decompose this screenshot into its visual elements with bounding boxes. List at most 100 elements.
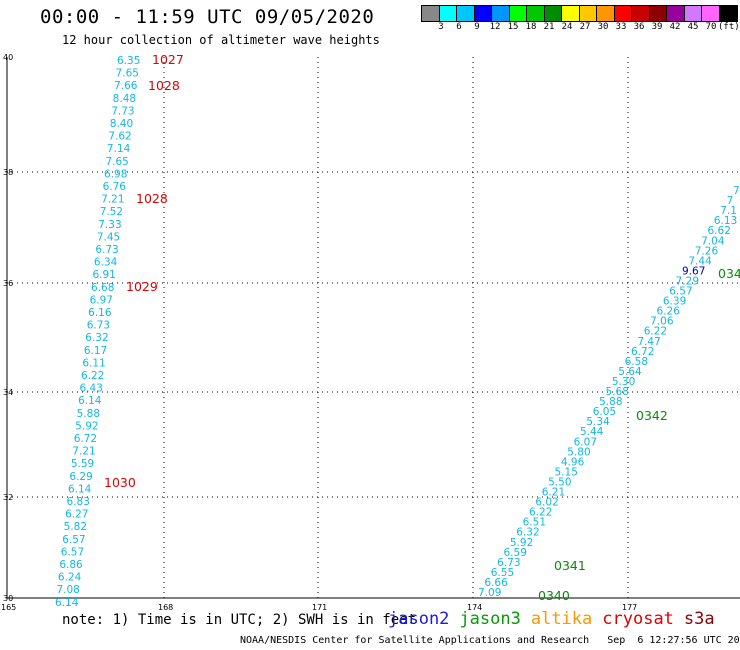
- legend-label: 27: [579, 22, 591, 32]
- pass-time-label: 1028: [136, 191, 168, 206]
- legend-swatch: [492, 6, 510, 21]
- wave-height-value: 5.44: [580, 426, 604, 438]
- legend-swatch: [562, 6, 580, 21]
- wave-height-value: 7.73: [111, 105, 134, 117]
- pass-time-label: 0340: [538, 588, 570, 603]
- legend-swatch: [649, 6, 667, 21]
- page-title: 00:00 - 11:59 UTC 09/05/2020: [40, 6, 375, 28]
- wave-height-value: 6.07: [574, 436, 597, 448]
- wave-height-value: 5.34: [586, 416, 610, 428]
- satellite-name: jason3: [459, 609, 521, 629]
- latitude-label: 34: [3, 388, 13, 397]
- latitude-label: 40: [3, 53, 13, 62]
- wave-height-value: 5.92: [75, 420, 98, 432]
- legend-swatch: [632, 6, 650, 21]
- wave-height-value: 6.68: [91, 282, 114, 294]
- wave-height-value: 6.51: [523, 517, 546, 529]
- wave-height-value: 7.04: [701, 235, 725, 247]
- wave-height-value: 5.82: [64, 521, 87, 533]
- wave-height-value: 6.83: [67, 496, 90, 508]
- legend-swatch: [422, 6, 440, 21]
- latitude-label: 36: [3, 279, 13, 288]
- wave-height-value: 6.73: [87, 320, 110, 332]
- legend-swatch: [667, 6, 685, 21]
- wave-height-value: 6.32: [516, 527, 539, 539]
- wave-height-value: 6.29: [69, 471, 92, 483]
- satellite-name: cryosat: [602, 609, 674, 629]
- wave-height-value: 6.21: [542, 487, 565, 499]
- wave-height-value: 7.09: [478, 587, 501, 599]
- legend-label: 39: [651, 22, 663, 32]
- pass-time-label: 1028: [148, 78, 180, 93]
- wave-height-value: 7.47: [637, 336, 660, 348]
- longitude-label: 165: [1, 603, 16, 612]
- wave-height-value: 7.21: [72, 446, 95, 458]
- wave-height-value: 6.97: [90, 294, 113, 306]
- wave-height-value: 6.59: [504, 547, 527, 559]
- wave-height-value: 7.29: [676, 275, 699, 287]
- wave-height-value: 6.57: [62, 534, 85, 546]
- wave-height-value: 6.39: [663, 296, 686, 308]
- longitude-label: 171: [312, 603, 327, 612]
- wave-height-value: 6.91: [92, 269, 115, 281]
- legend-swatch: [597, 6, 615, 21]
- wave-height-value: 6.16: [88, 307, 112, 319]
- legend-label: 3: [438, 22, 444, 32]
- wave-height-value: 6.86: [59, 559, 83, 571]
- wave-height-value: 8.48: [113, 93, 136, 105]
- wave-height-value: 5.15: [555, 466, 578, 478]
- wave-height-value: 6.98: [104, 168, 127, 180]
- wave-height-value: 6.43: [80, 383, 103, 395]
- wave-height-value: 5.50: [548, 476, 571, 488]
- wave-height-value: 5.80: [567, 446, 590, 458]
- legend-swatch: [684, 6, 702, 21]
- footer-credit: NOAA/NESDIS Center for Satellite Applica…: [240, 635, 740, 646]
- wave-height-value: 6.76: [103, 181, 127, 193]
- wave-height-value: 7: [727, 195, 734, 207]
- wave-height-value: 6.62: [708, 225, 731, 237]
- pass-time-label: 034: [718, 266, 740, 281]
- page-subtitle: 12 hour collection of altimeter wave hei…: [62, 33, 380, 47]
- wave-height-value: 7.06: [650, 316, 674, 328]
- legend-label: 30: [597, 22, 609, 32]
- wave-height-value: 4.96: [561, 456, 585, 468]
- color-legend: [421, 5, 738, 22]
- wave-height-value: 7.66: [114, 80, 138, 92]
- wave-height-value: 6.55: [491, 567, 514, 579]
- wave-height-value: 7: [733, 185, 740, 197]
- wave-height-value: 6.73: [497, 557, 520, 569]
- legend-swatch: [614, 6, 632, 21]
- legend-swatch: [702, 6, 720, 21]
- legend-label: 9: [474, 22, 480, 32]
- longitude-label: 177: [622, 603, 637, 612]
- legend-units: (ft): [718, 22, 740, 32]
- wave-height-value: 9.67: [682, 265, 705, 277]
- wave-height-value: 7.33: [98, 219, 121, 231]
- wave-height-value: 6.58: [625, 356, 648, 368]
- wave-height-value: 6.34: [94, 257, 118, 269]
- wave-height-value: 6.35: [117, 55, 140, 67]
- legend-label: 12: [489, 22, 501, 32]
- latitude-label: 30: [3, 594, 13, 603]
- legend-label: 24: [561, 22, 573, 32]
- wave-height-value: 6.17: [84, 345, 107, 357]
- wave-height-value: 5.59: [71, 458, 94, 470]
- legend-label: 6: [456, 22, 462, 32]
- wave-height-value: 6.66: [484, 577, 508, 589]
- wave-height-value: 5.68: [606, 386, 629, 398]
- legend-swatch: [457, 6, 475, 21]
- longitude-label: 174: [467, 603, 482, 612]
- legend-swatch: [439, 6, 457, 21]
- legend-swatch: [719, 6, 737, 21]
- wave-height-value: 6.27: [65, 509, 88, 521]
- wave-height-value: 7.65: [116, 68, 139, 80]
- wave-height-value: 6.57: [669, 286, 692, 298]
- wave-height-value: 6.73: [95, 244, 118, 256]
- legend-label: 42: [669, 22, 681, 32]
- note-text: note: 1) Time is in UTC; 2) SWH is in fe…: [62, 612, 417, 628]
- wave-height-value: 6.22: [644, 326, 667, 338]
- wave-height-value: 6.14: [55, 597, 79, 609]
- wave-height-value: 5.64: [618, 366, 642, 378]
- wave-height-value: 6.13: [714, 215, 737, 227]
